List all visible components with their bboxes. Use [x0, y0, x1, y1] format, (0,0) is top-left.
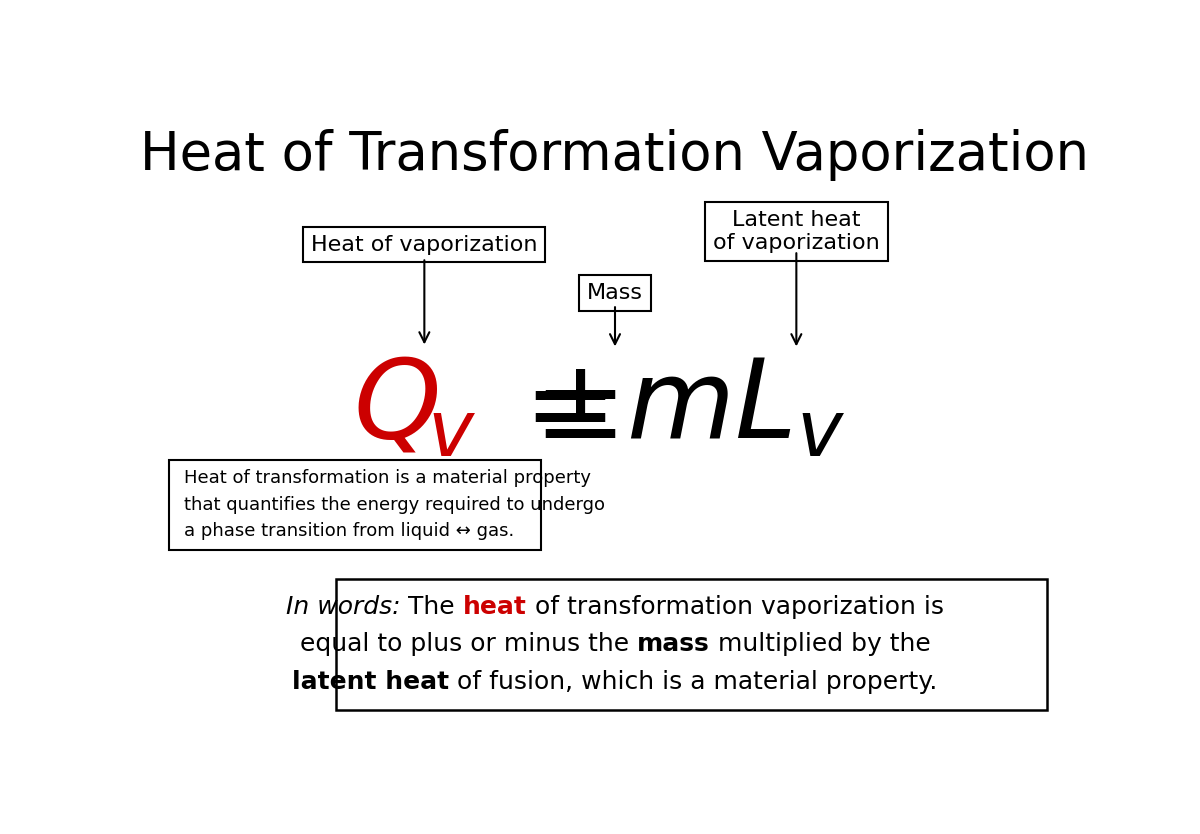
Text: $\pm mL_{\mathit{v}}$: $\pm mL_{\mathit{v}}$ — [533, 354, 846, 462]
Text: Heat of Transformation Vaporization: Heat of Transformation Vaporization — [140, 129, 1090, 181]
Text: of fusion, which is a material property.: of fusion, which is a material property. — [449, 670, 937, 694]
Text: In words:: In words: — [286, 595, 408, 619]
Text: Latent heat
of vaporization: Latent heat of vaporization — [713, 210, 880, 254]
Text: Heat of transformation is a material property
that quantifies the energy require: Heat of transformation is a material pro… — [185, 470, 606, 540]
Text: multiplied by the: multiplied by the — [709, 632, 930, 656]
FancyBboxPatch shape — [168, 460, 541, 550]
Text: heat: heat — [463, 595, 527, 619]
Text: latent heat: latent heat — [293, 670, 449, 694]
Text: $\mathit{Q}_{\!\mathit{v}}$: $\mathit{Q}_{\!\mathit{v}}$ — [353, 354, 476, 462]
FancyBboxPatch shape — [336, 579, 1048, 711]
Text: $=$: $=$ — [502, 354, 607, 462]
Text: equal to plus or minus the: equal to plus or minus the — [300, 632, 637, 656]
Text: Mass: Mass — [587, 283, 643, 303]
Text: Heat of vaporization: Heat of vaporization — [311, 234, 538, 254]
Text: mass: mass — [637, 632, 709, 656]
Text: of transformation vaporization is: of transformation vaporization is — [527, 595, 944, 619]
Text: The: The — [408, 595, 463, 619]
